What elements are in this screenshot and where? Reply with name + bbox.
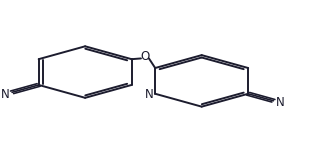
Text: O: O	[140, 50, 150, 63]
Text: N: N	[145, 88, 154, 101]
Text: N: N	[276, 96, 284, 109]
Text: N: N	[1, 88, 10, 101]
